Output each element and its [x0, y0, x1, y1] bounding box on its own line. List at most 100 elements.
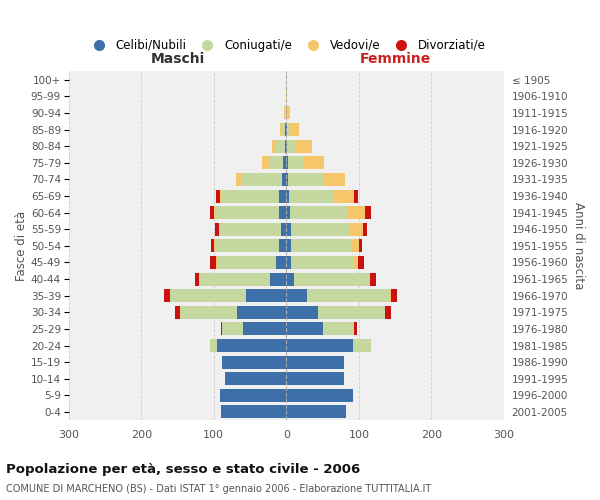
- Y-axis label: Fasce di età: Fasce di età: [15, 211, 28, 281]
- Bar: [214, 240, 215, 252]
- Bar: [242, 173, 282, 186]
- Bar: [370, 272, 376, 285]
- Bar: [220, 190, 223, 202]
- Bar: [224, 372, 286, 385]
- Bar: [355, 256, 358, 269]
- Bar: [289, 173, 323, 186]
- Bar: [287, 123, 290, 136]
- Y-axis label: Anni di nascita: Anni di nascita: [572, 202, 585, 290]
- Bar: [195, 272, 199, 285]
- Bar: [283, 156, 286, 170]
- Bar: [287, 140, 296, 152]
- Bar: [286, 406, 346, 418]
- Bar: [304, 156, 324, 170]
- Bar: [282, 173, 286, 186]
- Bar: [286, 389, 353, 402]
- Bar: [247, 289, 286, 302]
- Bar: [243, 322, 286, 336]
- Bar: [354, 322, 358, 336]
- Bar: [216, 190, 220, 202]
- Bar: [348, 206, 365, 219]
- Bar: [271, 272, 286, 285]
- Bar: [359, 240, 362, 252]
- Bar: [285, 123, 286, 136]
- Bar: [221, 322, 223, 336]
- Bar: [210, 206, 214, 219]
- Bar: [217, 339, 286, 352]
- Bar: [286, 306, 318, 319]
- Bar: [285, 140, 286, 152]
- Bar: [286, 356, 344, 368]
- Bar: [219, 223, 220, 235]
- Bar: [286, 173, 289, 186]
- Bar: [223, 190, 279, 202]
- Bar: [175, 306, 181, 319]
- Bar: [276, 140, 285, 152]
- Bar: [323, 173, 345, 186]
- Bar: [391, 289, 397, 302]
- Bar: [210, 339, 217, 352]
- Bar: [349, 223, 363, 235]
- Bar: [318, 306, 385, 319]
- Bar: [323, 322, 354, 336]
- Bar: [170, 289, 247, 302]
- Bar: [199, 272, 271, 285]
- Bar: [290, 256, 355, 269]
- Bar: [279, 190, 286, 202]
- Bar: [290, 223, 349, 235]
- Bar: [216, 256, 217, 269]
- Bar: [358, 256, 364, 269]
- Bar: [215, 240, 279, 252]
- Bar: [164, 289, 170, 302]
- Bar: [286, 289, 307, 302]
- Bar: [217, 256, 276, 269]
- Bar: [307, 289, 390, 302]
- Bar: [288, 156, 304, 170]
- Bar: [280, 123, 281, 136]
- Text: COMUNE DI MARCHENO (BS) - Dati ISTAT 1° gennaio 2006 - Elaborazione TUTTITALIA.I: COMUNE DI MARCHENO (BS) - Dati ISTAT 1° …: [6, 484, 431, 494]
- Bar: [355, 190, 358, 202]
- Bar: [215, 206, 279, 219]
- Bar: [220, 389, 286, 402]
- Bar: [214, 206, 215, 219]
- Bar: [286, 223, 290, 235]
- Bar: [221, 406, 286, 418]
- Bar: [281, 123, 285, 136]
- Bar: [220, 223, 281, 235]
- Bar: [215, 223, 219, 235]
- Bar: [279, 240, 286, 252]
- Bar: [296, 140, 311, 152]
- Text: Femmine: Femmine: [359, 52, 431, 66]
- Bar: [286, 206, 290, 219]
- Bar: [211, 240, 214, 252]
- Bar: [281, 223, 286, 235]
- Bar: [285, 106, 286, 120]
- Bar: [334, 190, 355, 202]
- Bar: [181, 306, 237, 319]
- Bar: [289, 190, 334, 202]
- Bar: [223, 356, 286, 368]
- Bar: [385, 306, 391, 319]
- Bar: [286, 339, 353, 352]
- Text: Popolazione per età, sesso e stato civile - 2006: Popolazione per età, sesso e stato civil…: [6, 462, 360, 475]
- Bar: [369, 272, 370, 285]
- Bar: [286, 140, 287, 152]
- Bar: [272, 140, 276, 152]
- Bar: [262, 156, 269, 170]
- Bar: [286, 123, 287, 136]
- Bar: [293, 272, 369, 285]
- Bar: [286, 106, 290, 120]
- Bar: [269, 156, 283, 170]
- Bar: [223, 322, 243, 336]
- Bar: [352, 240, 359, 252]
- Bar: [286, 272, 293, 285]
- Bar: [390, 289, 391, 302]
- Bar: [286, 322, 323, 336]
- Bar: [365, 206, 371, 219]
- Bar: [237, 306, 286, 319]
- Bar: [290, 123, 299, 136]
- Bar: [286, 372, 344, 385]
- Bar: [279, 206, 286, 219]
- Bar: [286, 240, 290, 252]
- Bar: [290, 240, 352, 252]
